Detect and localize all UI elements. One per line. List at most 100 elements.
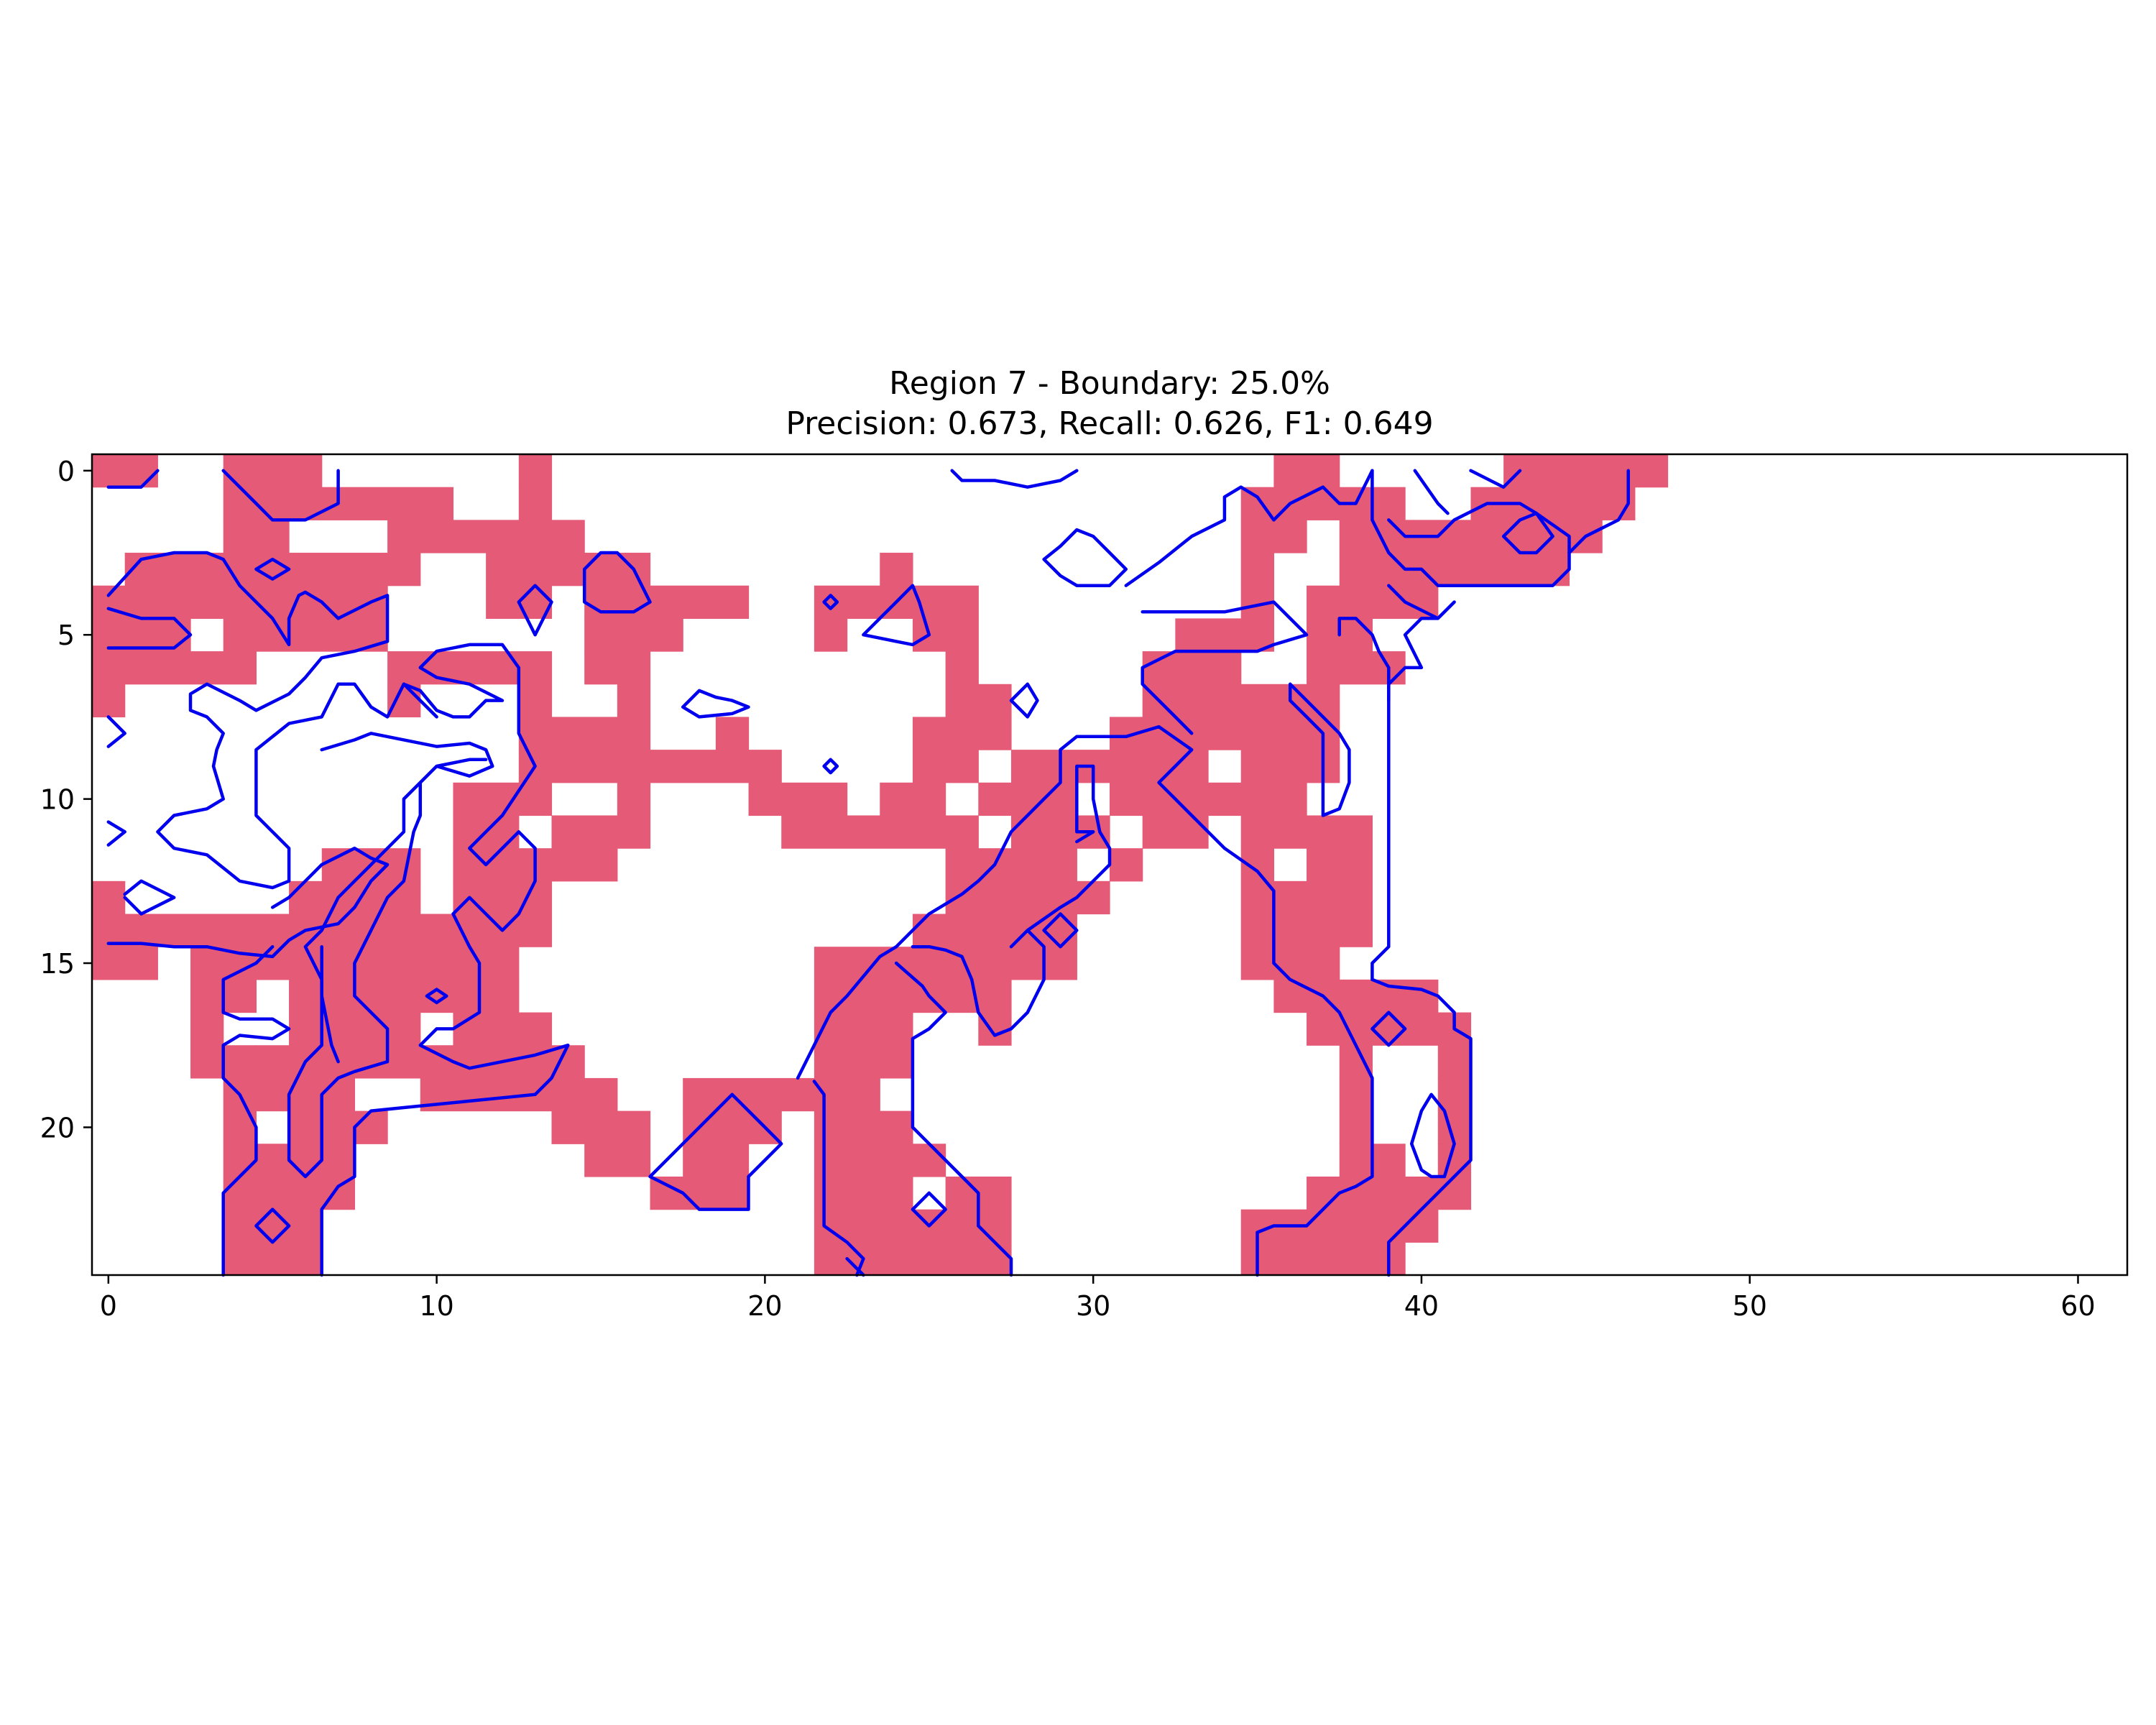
contour-line <box>822 594 839 610</box>
boundary-cell-run <box>518 684 553 718</box>
contour-line <box>822 758 839 775</box>
boundary-cell-run <box>223 1242 323 1276</box>
contour-line <box>1337 617 1391 702</box>
boundary-cell-run <box>584 1144 651 1177</box>
boundary-cell-run <box>814 1176 913 1210</box>
x-tick-label: 10 <box>419 1290 453 1322</box>
boundary-cell-run <box>814 1045 913 1079</box>
contour-line <box>812 1080 865 1277</box>
boundary-cell-run <box>912 914 1077 947</box>
boundary-cell-run <box>781 815 979 849</box>
boundary-cell-run <box>1010 750 1209 783</box>
boundary-cell-run <box>880 553 913 586</box>
contour-line <box>1288 682 1351 817</box>
boundary-cell-run <box>190 1012 224 1046</box>
contour-line <box>1567 469 1630 555</box>
y-axis: 0 5 10 15 20 <box>40 456 92 1144</box>
boundary-cell-run <box>912 750 979 783</box>
contour-line <box>1501 511 1554 555</box>
boundary-cell-run <box>912 618 979 652</box>
boundary-cell-run <box>1110 782 1307 816</box>
y-tick-label: 20 <box>40 1112 75 1144</box>
boundary-cell-run <box>650 1176 750 1210</box>
boundary-cell-run <box>945 651 979 685</box>
boundary-cell-run <box>518 520 585 553</box>
contour-line <box>106 846 390 959</box>
contour-line <box>106 607 193 650</box>
contour-line <box>950 469 1079 489</box>
boundary-cell-run <box>1175 618 1274 652</box>
boundary-cell-run <box>814 1242 1012 1276</box>
boundary-cell-run <box>223 520 290 553</box>
x-axis: 0 10 20 30 40 50 60 <box>100 1275 2096 1322</box>
boundary-cell-run <box>945 848 1077 882</box>
contour-line <box>1124 469 1374 587</box>
boundary-cell-run <box>683 1144 750 1177</box>
contour-line <box>1370 1011 1407 1047</box>
boundary-cell-run <box>551 815 651 849</box>
boundary-cell-run <box>814 947 1077 980</box>
contour-line <box>796 724 1374 1277</box>
x-tick-label: 50 <box>1733 1290 1767 1322</box>
boundary-cell-run <box>1437 1045 1472 1079</box>
plot-frame <box>91 453 2129 1276</box>
y-tick-label: 15 <box>40 948 75 980</box>
boundary-cell-run <box>814 1144 946 1177</box>
boundary-cell-run <box>92 585 388 619</box>
boundary-cell-run <box>92 651 257 685</box>
boundary-cell-run <box>1307 848 1373 882</box>
boundary-cell-run <box>1503 454 1669 488</box>
contour-line <box>254 557 291 581</box>
boundary-cell-run <box>814 1110 913 1144</box>
boundary-cell-run <box>1010 815 1110 849</box>
y-tick-label: 5 <box>57 620 75 651</box>
boundary-cell-run <box>1240 553 1274 586</box>
boundary-cell-run <box>584 651 651 685</box>
contour-line <box>681 689 750 719</box>
boundary-cell-run <box>387 651 553 685</box>
boundary-cell-run <box>912 717 1012 750</box>
boundary-cell-run <box>1339 553 1570 586</box>
contour-line <box>894 961 1013 1277</box>
contour-line <box>402 682 438 719</box>
boundary-cell-run <box>1240 750 1340 783</box>
boundary-cell-run <box>1307 585 1439 619</box>
contour-line <box>106 820 126 847</box>
contour-line <box>1042 912 1079 949</box>
boundary-cell-run <box>814 1012 913 1046</box>
boundary-cell-run <box>1437 1077 1472 1112</box>
boundary-cell-run <box>1437 1144 1472 1177</box>
boundary-cell-run <box>518 717 651 750</box>
boundary-cell-run <box>814 1209 1012 1243</box>
boundary-cell-run <box>1307 914 1373 947</box>
boundary-cell-run <box>1240 1242 1406 1276</box>
contour-line <box>911 929 1046 1037</box>
boundary-cell-run <box>945 684 1012 718</box>
contour-line <box>911 1191 947 1228</box>
boundary-cell-run <box>256 1045 323 1079</box>
boundary-cell-run <box>1240 520 1307 553</box>
boundary-cell-run <box>1307 1176 1472 1210</box>
boundary-cell-run <box>1240 947 1340 980</box>
boundary-cell-run <box>1307 880 1373 915</box>
contour-line <box>1409 1092 1456 1179</box>
boundary-cell-run <box>814 618 848 652</box>
boundary-cell-run <box>1240 487 1406 520</box>
contour-line <box>1009 682 1039 719</box>
x-tick-label: 60 <box>2060 1290 2095 1322</box>
boundary-cell-run <box>354 947 421 980</box>
boundary-cell-run <box>289 1110 323 1144</box>
contour-line <box>1370 469 1571 587</box>
boundary-cell-run <box>617 684 651 718</box>
boundary-cell-run <box>92 454 158 488</box>
boundary-cell-run <box>617 782 651 816</box>
boundary-cell-run <box>584 618 683 652</box>
x-tick-label: 40 <box>1404 1290 1439 1322</box>
y-tick-label: 0 <box>57 456 75 487</box>
contour-line <box>1370 584 1473 1277</box>
chart-title: Region 7 - Boundary: 25.0% <box>889 365 1330 402</box>
boundary-cell-run <box>387 520 520 553</box>
boundary-cell-run <box>321 1045 388 1079</box>
boundary-cell-run <box>1339 1045 1373 1079</box>
boundary-cell-run <box>1273 454 1340 488</box>
